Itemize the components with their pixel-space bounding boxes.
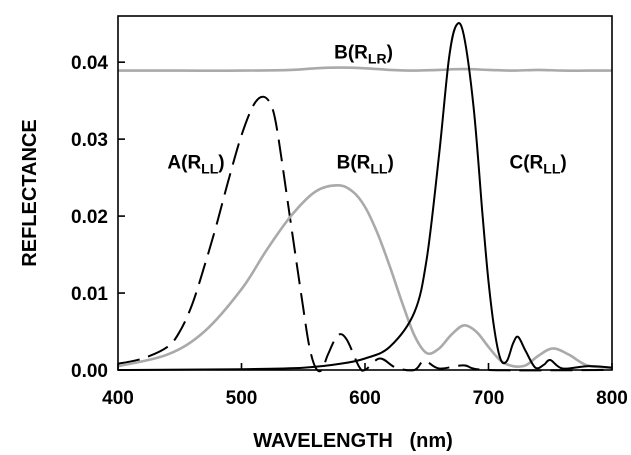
ticks-layer: 400 500 600 700 800 0.00 0.01 0.02 0.03 0.04 — [71, 53, 628, 409]
series-annotation: C(RLL) — [509, 152, 566, 176]
y-tick-label: 0.01 — [71, 284, 108, 305]
y-axis-title: REFLECTANCE — [19, 119, 41, 266]
x-tick-label: 600 — [349, 388, 381, 409]
x-tick-label: 700 — [473, 388, 505, 409]
y-tick-label: 0.00 — [71, 361, 108, 382]
series-line-4 — [117, 22, 613, 371]
x-tick-label: 400 — [102, 388, 134, 409]
series-layer — [117, 22, 613, 373]
series-annotation: B(RLR) — [334, 42, 393, 66]
series-annotation: B(RLL) — [337, 152, 394, 176]
y-tick-label: 0.04 — [71, 53, 108, 74]
series-line-3 — [117, 184, 613, 369]
series-annotation: A(RLL) — [167, 152, 224, 176]
y-tick-label: 0.03 — [71, 130, 108, 151]
x-tick-label: 500 — [226, 388, 258, 409]
annotation-layer: B(RLR) A(RLL) B(RLL) C(RLL) — [167, 42, 566, 176]
series-line-2 — [117, 95, 613, 373]
y-tick-label: 0.02 — [71, 207, 108, 228]
series-line-1 — [118, 66, 612, 72]
x-axis-title: WAVELENGTH (nm) — [253, 430, 453, 452]
x-tick-label: 800 — [596, 388, 628, 409]
